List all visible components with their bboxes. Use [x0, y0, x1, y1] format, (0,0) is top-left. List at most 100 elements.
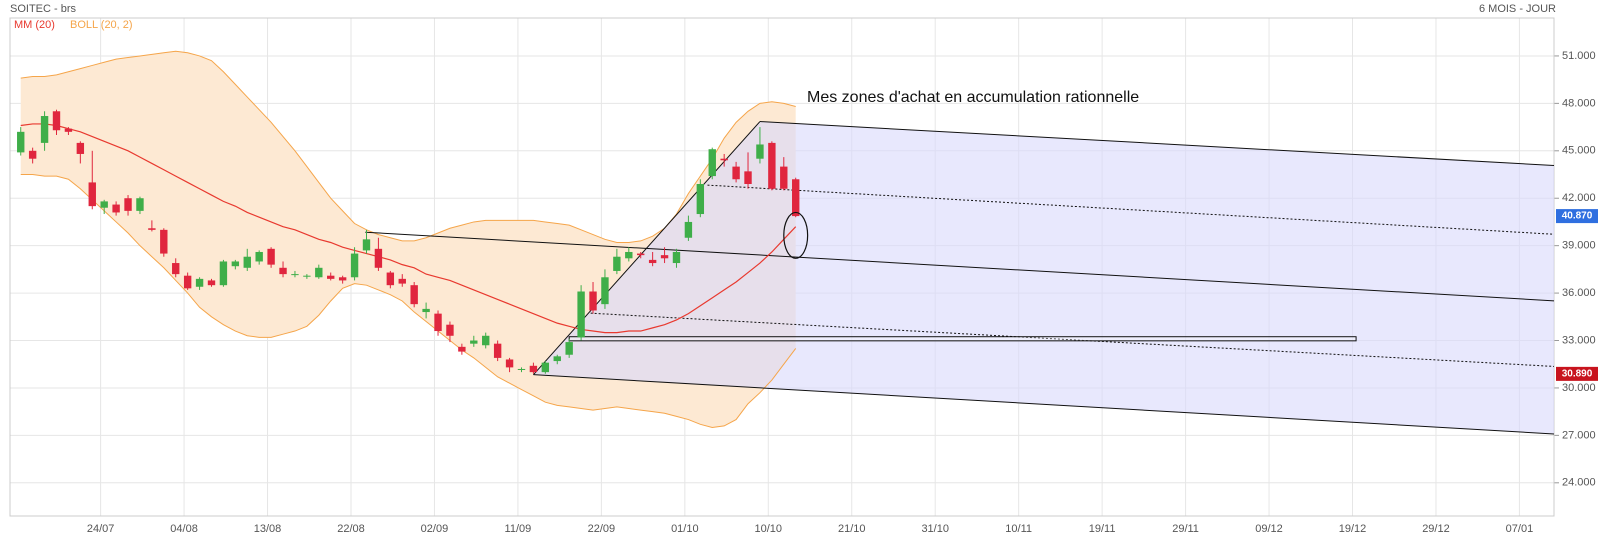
x-tick-label: 22/08 — [337, 523, 365, 535]
y-tick-label: 51.000 — [1562, 50, 1596, 62]
y-tick-label: 42.000 — [1562, 192, 1596, 204]
candle-body — [40, 116, 49, 143]
trend-line — [707, 184, 1555, 235]
candle-body — [458, 346, 466, 352]
candle-body — [541, 362, 550, 373]
candle-body — [124, 198, 132, 211]
highlight-ellipse — [783, 211, 809, 259]
candle-body — [637, 253, 645, 256]
candle-body — [160, 229, 168, 254]
candle-body — [279, 267, 287, 275]
legend-entry: MM (20) — [14, 19, 55, 31]
candle-body — [374, 248, 383, 268]
candle-body — [529, 365, 538, 373]
x-tick-label: 22/09 — [588, 523, 616, 535]
candle-body — [553, 356, 561, 362]
candle-body — [577, 291, 585, 338]
trend-line — [590, 312, 1555, 367]
x-tick-label: 21/10 — [838, 523, 866, 535]
candle-body — [219, 261, 228, 286]
legend-entry: BOLL (20, 2) — [70, 19, 133, 31]
x-tick-label: 29/11 — [1172, 523, 1199, 535]
candle-body — [136, 198, 144, 211]
candle-body — [88, 182, 96, 207]
candle-body — [470, 340, 478, 344]
candle-body — [231, 261, 240, 267]
candle-body — [708, 149, 716, 177]
candle-body — [338, 277, 347, 281]
candle-body — [660, 255, 669, 259]
y-tick-label: 36.000 — [1562, 287, 1596, 299]
zone-box — [568, 336, 1357, 342]
annotation: Mes zones d'achat en accumulation ration… — [807, 89, 1139, 106]
candle-body — [303, 275, 311, 277]
x-tick-label: 10/10 — [755, 523, 783, 535]
price-label: 30.890 — [1562, 369, 1593, 380]
candle-body — [613, 256, 621, 271]
candle-body — [172, 263, 180, 275]
candle-body — [768, 142, 776, 189]
candle-body — [267, 248, 275, 265]
candle-body — [315, 267, 323, 278]
candle-body — [756, 144, 764, 159]
candle-body — [398, 278, 406, 284]
x-tick-label: 09/12 — [1255, 523, 1283, 535]
candle-body — [517, 368, 526, 370]
x-tick-label: 04/08 — [170, 523, 198, 535]
y-tick-label: 27.000 — [1562, 429, 1596, 441]
x-tick-label: 10/11 — [1005, 523, 1032, 535]
candle-body — [207, 280, 216, 286]
y-tick-label: 48.000 — [1562, 97, 1596, 109]
y-tick-label: 39.000 — [1562, 240, 1596, 252]
candle-body — [64, 128, 73, 132]
x-tick-label: 13/08 — [254, 523, 282, 535]
candle-body — [195, 278, 204, 287]
candle-body — [493, 343, 502, 358]
candle-body — [17, 131, 25, 153]
candle-body — [434, 313, 442, 332]
candle-body — [386, 272, 395, 286]
moving-average — [20, 123, 797, 334]
candle-body — [410, 285, 418, 305]
x-tick-label: 19/12 — [1339, 523, 1367, 535]
candle-body — [350, 253, 359, 278]
x-tick-label: 31/10 — [921, 523, 949, 535]
x-tick-label: 24/07 — [87, 523, 115, 535]
price-label-box — [1556, 366, 1598, 381]
candle-body — [732, 166, 740, 180]
candle-body — [696, 184, 705, 215]
candle-body — [148, 228, 156, 230]
candle-body — [589, 291, 597, 311]
x-tick-label: 02/09 — [421, 523, 449, 535]
x-tick-label: 07/01 — [1506, 523, 1534, 535]
bollinger-lower — [20, 174, 797, 428]
chart-title: SOITEC - brs — [10, 3, 77, 15]
x-tick-label: 19/11 — [1089, 523, 1116, 535]
candle-body — [565, 342, 573, 355]
y-tick-label: 24.000 — [1562, 477, 1596, 489]
candle-body — [446, 324, 454, 336]
y-tick-label: 45.000 — [1562, 145, 1596, 157]
candle-body — [183, 275, 192, 289]
candle-body — [243, 256, 251, 268]
candle-body — [601, 277, 609, 305]
x-tick-label: 11/09 — [505, 523, 532, 535]
candle-body — [720, 158, 728, 161]
y-tick-label: 33.000 — [1562, 334, 1596, 346]
candle-body — [792, 179, 800, 217]
candle-body — [482, 335, 490, 346]
trend-line — [533, 374, 1555, 435]
channel-fill — [533, 121, 1554, 434]
candle-body — [625, 251, 633, 259]
trend-line — [365, 231, 1555, 302]
price-label-box — [1556, 209, 1598, 224]
candle-body — [112, 204, 120, 213]
candle-body — [422, 308, 430, 313]
candle-body — [684, 221, 693, 238]
x-tick-label: 29/12 — [1422, 523, 1450, 535]
candle-body — [648, 259, 657, 264]
candle-body — [744, 171, 752, 184]
y-tick-label: 30.000 — [1562, 382, 1596, 394]
candle-body — [255, 251, 263, 262]
